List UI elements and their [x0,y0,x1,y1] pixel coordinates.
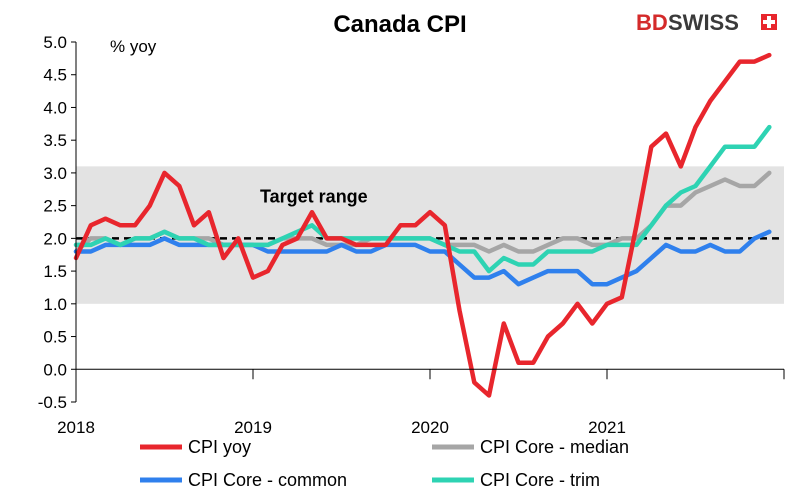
target-range-label: Target range [260,186,368,206]
series-line-3 [73,124,772,274]
y-tick-label: 2.5 [43,197,67,216]
logo-bd: BD [636,10,668,35]
logo: BD SWISS [636,10,777,35]
legend-label: CPI Core - trim [480,470,600,490]
y-tick-label: 1.5 [43,262,67,281]
y-tick-label: 3.0 [43,164,67,183]
y-tick-label: 2.0 [43,229,67,248]
y-tick-label: 0.5 [43,328,67,347]
logo-swiss: SWISS [668,10,739,35]
x-tick-label: 2021 [588,418,626,437]
y-tick-label: 4.5 [43,66,67,85]
x-tick-label: 2018 [57,418,95,437]
x-tick-label: 2020 [411,418,449,437]
chart-title: Canada CPI [333,11,466,38]
target-range-band [76,166,784,304]
y-tick-label: -0.5 [38,393,67,412]
series-line-2 [73,229,772,287]
legend-label: CPI yoy [188,437,251,457]
x-axis: 2018 2019 2020 2021 [57,368,785,437]
y-axis-unit: % yoy [110,37,157,56]
legend-label: CPI Core - common [188,470,347,490]
y-tick-label: 1.0 [43,295,67,314]
series-line-0 [73,52,772,398]
legend-label: CPI Core - median [480,437,629,457]
y-tick-label: 0.0 [43,360,67,379]
plot-area: Target range [73,52,784,398]
legend: CPI yoy CPI Core - median CPI Core - commo… [140,437,629,490]
y-tick-label: 4.0 [43,98,67,117]
y-tick-label: 5.0 [43,33,67,52]
x-tick-label: 2019 [234,418,272,437]
y-axis: 5.0 4.5 4.0 3.5 3.0 2.5 2.0 1.5 1.0 0.5 0.0 -0.5 [38,33,77,412]
y-tick-label: 3.5 [43,131,67,150]
